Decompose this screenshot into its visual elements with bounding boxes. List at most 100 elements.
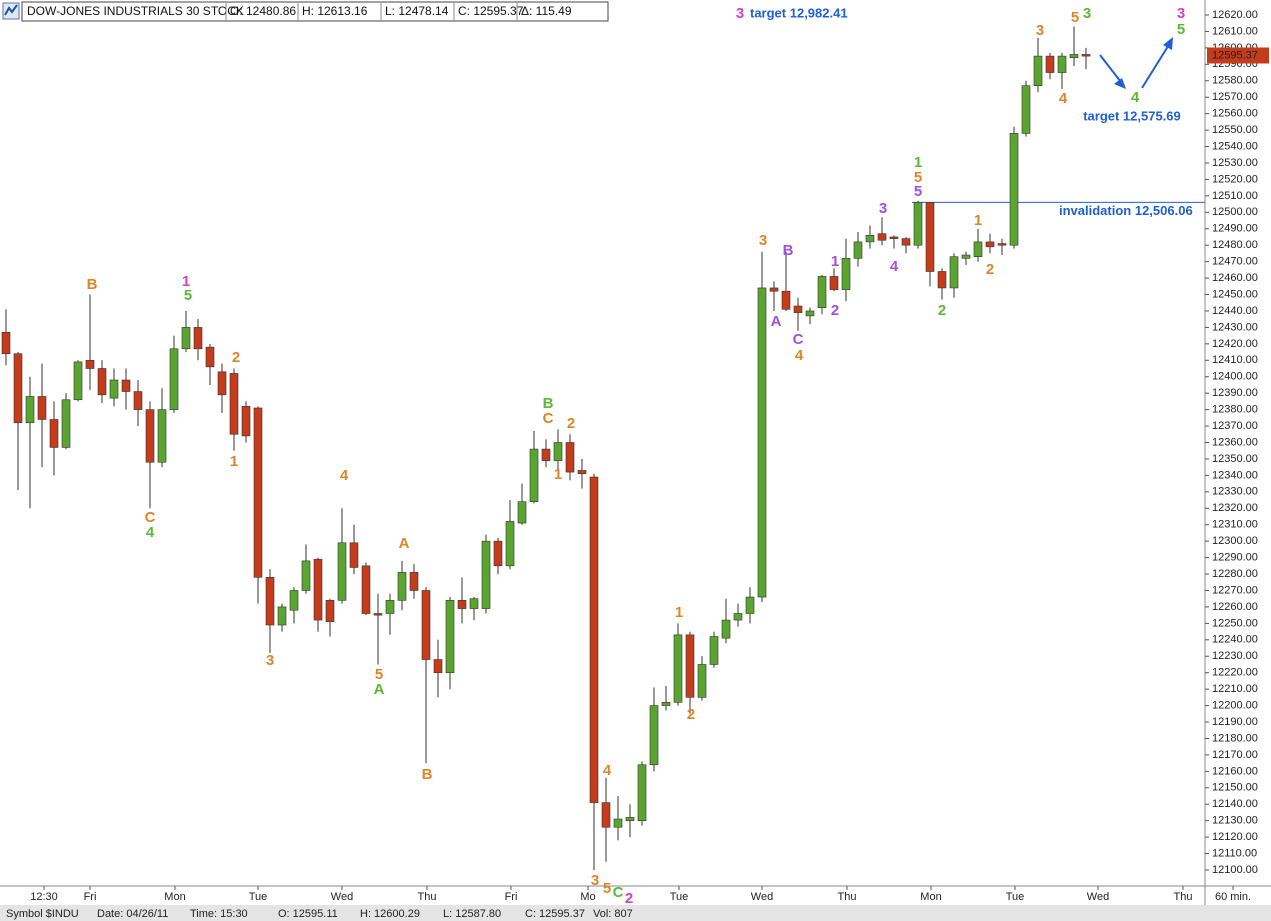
candle-body [529,448,539,502]
wave-label: 2 [232,349,240,366]
arrow-head [1114,78,1126,89]
candle-body [349,542,359,568]
status-field: Time: 15:30 [190,908,248,920]
candle-body [913,202,923,246]
status-field: L: 12587.80 [443,908,501,920]
target-wave: 3 [736,5,744,22]
wave-label: C [613,884,624,901]
candle-body [277,606,287,626]
y-tick-label: 12340.00 [1212,469,1258,481]
y-tick-label: 12470.00 [1212,256,1258,268]
invalidation-label: invalidation 12,506.06 [1059,203,1193,218]
wave-label: 2 [687,706,695,723]
x-tick-label: Thu [838,891,857,903]
x-tick-label: 60 min. [1215,891,1251,903]
candle-body [877,233,887,241]
candle-body [109,379,119,399]
y-tick-label: 12530.00 [1212,157,1258,169]
wave-label: 2 [986,261,994,278]
y-tick-label: 12580.00 [1212,75,1258,87]
wave-label: 2 [831,302,839,319]
candle-body [85,359,95,369]
candle-body [121,379,131,392]
y-tick-label: 12510.00 [1212,190,1258,202]
candle-body [553,442,563,461]
candle-body [853,241,863,259]
y-tick-label: 12350.00 [1212,453,1258,465]
x-tick-label: Fri [505,891,518,903]
wave-label: 1 [554,466,562,483]
y-tick-label: 12380.00 [1212,404,1258,416]
x-tick-label: Mo [580,891,595,903]
candle-body [169,348,179,410]
candle-body [865,235,875,243]
header-field: DOW-JONES INDUSTRIALS 30 STOCK [27,4,244,18]
header-field: C: 12595.37 [458,4,524,18]
status-field: C: 12595.37 [525,908,585,920]
candle-body [997,243,1007,246]
x-tick-label: Thu [1174,891,1193,903]
wave-label: C [543,410,554,427]
y-tick-label: 12290.00 [1212,552,1258,564]
candle-body [253,407,263,578]
candle-body [949,256,959,289]
candle-body [481,540,491,609]
candle-body [805,310,815,317]
wave-label: 1 [230,453,238,470]
status-field: Symbol $INDU [6,908,79,920]
y-tick-label: 12100.00 [1212,864,1258,876]
candle-body [229,373,239,435]
y-tick-label: 12610.00 [1212,25,1258,37]
candle-body [589,476,599,803]
wave-label: 4 [603,762,612,779]
candle-body [841,258,851,290]
candle-body [1033,55,1043,87]
y-tick-label: 12570.00 [1212,91,1258,103]
header-field: H: 12613.16 [302,4,368,18]
wave-label: 3 [266,652,274,669]
candle-body [241,406,251,437]
y-tick-label: 12230.00 [1212,650,1258,662]
x-tick-label: Tue [1006,891,1025,903]
x-tick-label: Mon [164,891,185,903]
candle-body [541,448,551,461]
y-tick-label: 12210.00 [1212,683,1258,695]
candle-body [973,241,983,258]
wave-label: B [87,276,98,293]
candle-body [337,542,347,601]
wave-label: 1 [831,253,839,270]
y-tick-label: 12140.00 [1212,798,1258,810]
y-tick-label: 12150.00 [1212,782,1258,794]
status-field: O: 12595.11 [278,908,338,920]
candle-body [73,361,83,401]
wave-label: A [771,313,782,330]
candle-body [733,613,743,621]
x-tick-label: Mon [920,891,941,903]
wave-label: 3 [759,232,767,249]
y-tick-label: 12120.00 [1212,831,1258,843]
candle-body [37,396,47,420]
wave-label: 3 [591,872,599,889]
wave-label: 3 [879,200,887,217]
candle-body [637,764,647,821]
candle-body [1069,54,1079,59]
candle-body [673,634,683,703]
y-tick-label: 12280.00 [1212,568,1258,580]
candle-body [301,560,311,591]
candle-body [757,287,767,598]
wave-label: C [793,331,804,348]
candle-body [493,540,503,567]
y-tick-label: 12180.00 [1212,732,1258,744]
target-lower-label: target 12,575.69 [1083,108,1181,123]
header-field: Δ: 115.49 [521,4,572,18]
wave-label: 1 [974,212,982,229]
candle-body [625,817,635,821]
candle-body [469,598,479,609]
y-tick-label: 12250.00 [1212,617,1258,629]
y-tick-label: 12620.00 [1212,9,1258,21]
header-box [21,1,609,22]
candle-body [613,818,623,828]
y-tick-label: 12540.00 [1212,140,1258,152]
candle-body [61,399,71,448]
wave-label: B [783,242,794,259]
